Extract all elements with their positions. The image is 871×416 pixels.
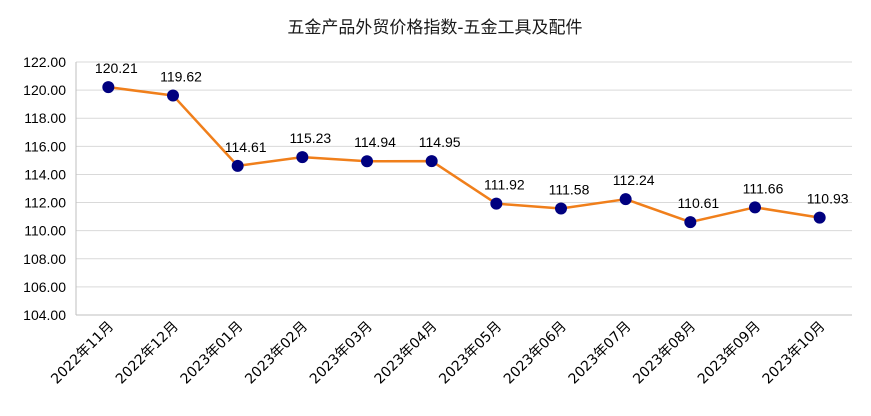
y-tick-label: 120.00 bbox=[23, 82, 66, 98]
y-tick-label: 104.00 bbox=[23, 307, 66, 323]
data-point-marker bbox=[813, 211, 826, 224]
y-tick-label: 114.00 bbox=[24, 166, 66, 182]
y-tick-label: 106.00 bbox=[23, 279, 66, 295]
x-tick-label: 2023年05月 bbox=[436, 319, 505, 388]
data-point-marker bbox=[425, 155, 438, 168]
data-point-marker bbox=[231, 159, 244, 172]
data-label: 114.94 bbox=[354, 134, 396, 150]
data-label: 120.21 bbox=[95, 60, 138, 76]
data-point-marker bbox=[102, 81, 115, 94]
y-tick-label: 108.00 bbox=[23, 251, 66, 267]
data-label: 111.66 bbox=[743, 180, 784, 196]
data-labels: 120.21 119.62 114.61 115.23 114.94 114.95 111.… bbox=[95, 60, 849, 211]
y-tick-label: 116.00 bbox=[24, 138, 66, 154]
x-tick-label: 2023年10月 bbox=[760, 319, 829, 388]
x-tick-label: 2023年06月 bbox=[501, 319, 570, 388]
x-axis-tick-labels: 2022年11月2022年12月2023年01月2023年02月2023年03月… bbox=[48, 319, 828, 388]
y-tick-label: 110.00 bbox=[24, 223, 66, 239]
y-tick-label: 118.00 bbox=[24, 110, 66, 126]
series-price-index bbox=[102, 81, 826, 229]
x-tick-label: 2023年04月 bbox=[372, 319, 441, 388]
x-tick-label: 2023年01月 bbox=[178, 319, 247, 388]
series-line bbox=[108, 85, 820, 224]
data-label: 111.58 bbox=[549, 181, 590, 197]
data-label: 115.23 bbox=[289, 130, 331, 146]
x-tick-label: 2022年11月 bbox=[48, 319, 117, 388]
data-label: 110.93 bbox=[807, 191, 849, 207]
data-label: 112.24 bbox=[613, 172, 655, 188]
gridlines bbox=[76, 61, 852, 288]
data-point-marker bbox=[555, 202, 567, 215]
data-point-marker bbox=[361, 155, 373, 168]
x-tick-label: 2022年12月 bbox=[113, 319, 182, 388]
data-point-marker bbox=[619, 193, 632, 206]
data-point-marker bbox=[296, 151, 309, 164]
y-tick-label: 122.00 bbox=[23, 54, 66, 70]
axes bbox=[75, 62, 852, 316]
x-tick-label: 2023年02月 bbox=[242, 319, 311, 388]
data-label: 110.61 bbox=[677, 195, 719, 211]
data-label: 111.92 bbox=[484, 177, 525, 193]
y-tick-label: 112.00 bbox=[24, 195, 66, 211]
data-point-marker bbox=[684, 216, 697, 229]
x-tick-label: 2023年07月 bbox=[566, 319, 635, 388]
y-axis-tick-labels: 104.00 106.00 108.00 110.00 112.00 114.00 116.… bbox=[23, 54, 66, 323]
chart-title: 五金产品外贸价格指数-五金工具及配件 bbox=[287, 18, 582, 38]
data-label: 119.62 bbox=[160, 68, 202, 84]
data-point-marker bbox=[749, 201, 761, 214]
x-tick-label: 2023年09月 bbox=[695, 319, 764, 388]
data-label: 114.61 bbox=[225, 139, 267, 155]
data-point-marker bbox=[167, 89, 179, 102]
x-tick-label: 2023年03月 bbox=[307, 319, 376, 388]
data-label: 114.95 bbox=[419, 134, 461, 150]
x-tick-label: 2023年08月 bbox=[630, 319, 699, 388]
data-point-marker bbox=[490, 197, 503, 210]
